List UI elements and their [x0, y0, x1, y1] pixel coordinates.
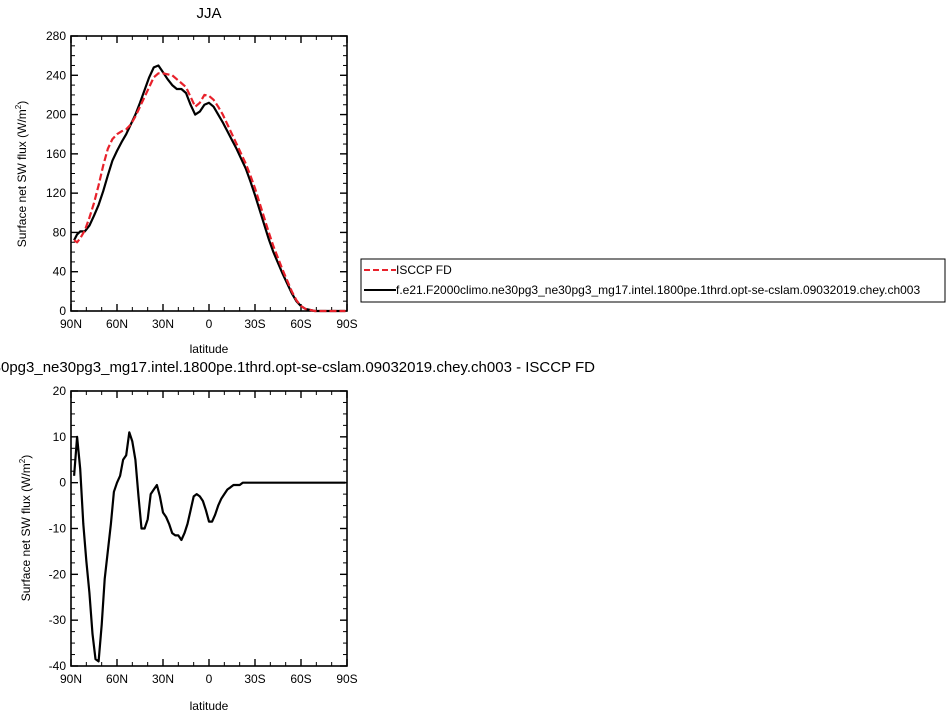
top-xtick-label: 30S — [244, 317, 265, 331]
bottom-ytick-label: 0 — [59, 476, 66, 490]
bottom-chart: f.e21.F2000climo.ne30pg3_ne30pg3_mg17.in… — [0, 359, 595, 713]
bottom-chart-ylabel: Surface net SW flux (W/m2) — [18, 455, 33, 601]
top-ylabel-sup: 2 — [14, 104, 23, 109]
top-ytick-label: 120 — [46, 186, 66, 200]
bottom-ytick-label: -20 — [49, 567, 67, 581]
bottom-xtick-label: 90N — [60, 672, 82, 686]
top-ylabel-close: ) — [15, 101, 29, 105]
bottom-ylabel-close: ) — [19, 455, 33, 459]
bottom-ylabel-text: Surface net SW flux (W/m — [19, 463, 33, 601]
bottom-xtick-label: 0 — [206, 672, 213, 686]
bottom-plot-area: 90N 60N 30N 0 30S 60S 90S -40 -30 -20 -10 0 10 20 — [49, 384, 358, 686]
top-xtick-label: 60S — [290, 317, 311, 331]
bottom-chart-title: f.e21.F2000climo.ne30pg3_ne30pg3_mg17.in… — [0, 359, 595, 376]
bottom-ylabel-sup: 2 — [18, 458, 27, 463]
bottom-xtick-label: 30N — [152, 672, 174, 686]
series-isccp-line — [73, 72, 346, 313]
bottom-xtick-label: 60N — [106, 672, 128, 686]
bottom-ytick-label: -10 — [49, 522, 67, 536]
top-chart-xlabel: latitude — [190, 342, 229, 356]
legend-label-model: f.e21.F2000climo.ne30pg3_ne30pg3_mg17.in… — [396, 283, 920, 297]
bottom-xtick-label: 30S — [244, 672, 265, 686]
series-difference-line — [73, 431, 346, 663]
top-chart: JJA 90N 60N 30N 0 30S 60S 90S 0 40 80 120 160 200 240… — [14, 5, 358, 356]
bottom-chart-xlabel: latitude — [190, 699, 229, 713]
legend-label-obs: ISCCP FD — [396, 263, 452, 277]
bottom-frame — [70, 390, 348, 667]
top-ylabel-text: Surface net SW flux (W/m — [15, 109, 29, 247]
top-ytick-label: 240 — [46, 68, 66, 82]
top-plot-area: 90N 60N 30N 0 30S 60S 90S 0 40 80 120 160 200 240 280 — [46, 29, 358, 331]
top-ytick-label: 160 — [46, 147, 66, 161]
series-model-line — [73, 64, 346, 313]
bottom-ytick-label: 10 — [53, 430, 67, 444]
bottom-ytick-label: -30 — [49, 613, 67, 627]
legend-box — [360, 258, 946, 303]
top-ytick-label: 0 — [59, 304, 66, 318]
top-ytick-label: 80 — [53, 225, 67, 239]
top-chart-ylabel: Surface net SW flux (W/m2) — [14, 101, 29, 247]
bottom-xtick-label: 60S — [290, 672, 311, 686]
top-chart-title: JJA — [196, 5, 221, 22]
bottom-ytick-label: -40 — [49, 659, 67, 673]
top-ytick-label: 200 — [46, 108, 66, 122]
bottom-ytick-label: 20 — [53, 384, 67, 398]
bottom-xtick-label: 90S — [336, 672, 357, 686]
top-xtick-label: 60N — [106, 317, 128, 331]
top-xtick-label: 30N — [152, 317, 174, 331]
top-frame — [70, 35, 348, 312]
top-xtick-label: 90S — [336, 317, 357, 331]
top-xtick-label: 90N — [60, 317, 82, 331]
top-ytick-label: 280 — [46, 29, 66, 43]
legend: ISCCP FD f.e21.F2000climo.ne30pg3_ne30pg… — [360, 258, 946, 303]
top-ytick-label: 40 — [53, 265, 67, 279]
top-xtick-label: 0 — [206, 317, 213, 331]
